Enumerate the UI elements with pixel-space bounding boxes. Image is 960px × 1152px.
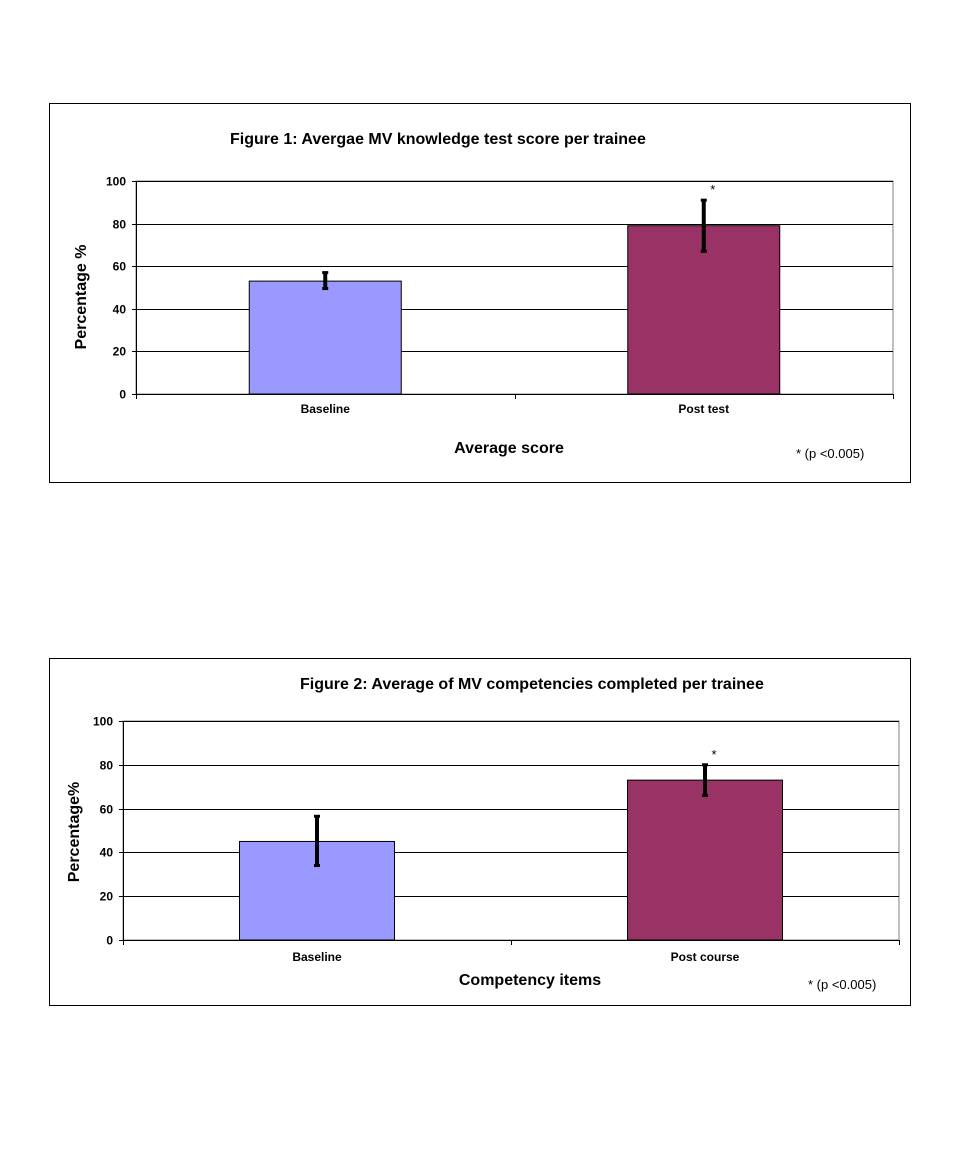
bar-baseline	[248, 280, 402, 395]
y-tick-label: 100	[93, 715, 113, 729]
y-tick-label: 40	[100, 846, 114, 860]
y-axis-label: Percentage %	[73, 245, 90, 350]
significance-star: *	[710, 182, 715, 197]
x-tick-label: Post test	[678, 402, 729, 416]
y-tick-label: 60	[100, 803, 114, 817]
y-tick-label: 80	[100, 759, 114, 773]
x-tick-label: Post course	[671, 950, 740, 964]
y-tick-label: 40	[113, 303, 127, 317]
significance-star: *	[711, 747, 716, 762]
y-tick-label: 100	[106, 175, 126, 189]
y-tick-label: 0	[106, 934, 113, 948]
figure-2-chart: Figure 2: Average of MV competencies com…	[66, 676, 900, 992]
x-axis-label: Average score	[454, 440, 564, 457]
bar-post-test	[627, 225, 781, 395]
figure-1-panel: Figure 1: Avergae MV knowledge test scor…	[49, 103, 911, 483]
bar-post-course	[627, 779, 783, 941]
chart-title: Figure 2: Average of MV competencies com…	[300, 676, 764, 693]
significance-note: * (p <0.005)	[796, 446, 864, 461]
figure-2-panel: Figure 2: Average of MV competencies com…	[49, 658, 911, 1006]
figure-1-chart: Figure 1: Avergae MV knowledge test scor…	[73, 131, 894, 461]
y-axis-label: Percentage%	[66, 782, 83, 883]
y-tick-label: 20	[113, 345, 127, 359]
x-axis-label: Competency items	[459, 972, 601, 989]
y-tick-label: 20	[100, 890, 114, 904]
y-tick-label: 0	[119, 388, 126, 402]
significance-note: * (p <0.005)	[808, 977, 876, 992]
chart-title: Figure 1: Avergae MV knowledge test scor…	[230, 131, 646, 148]
x-tick-label: Baseline	[292, 950, 342, 964]
y-tick-label: 60	[113, 260, 127, 274]
y-tick-label: 80	[113, 218, 127, 232]
x-tick-label: Baseline	[301, 402, 351, 416]
